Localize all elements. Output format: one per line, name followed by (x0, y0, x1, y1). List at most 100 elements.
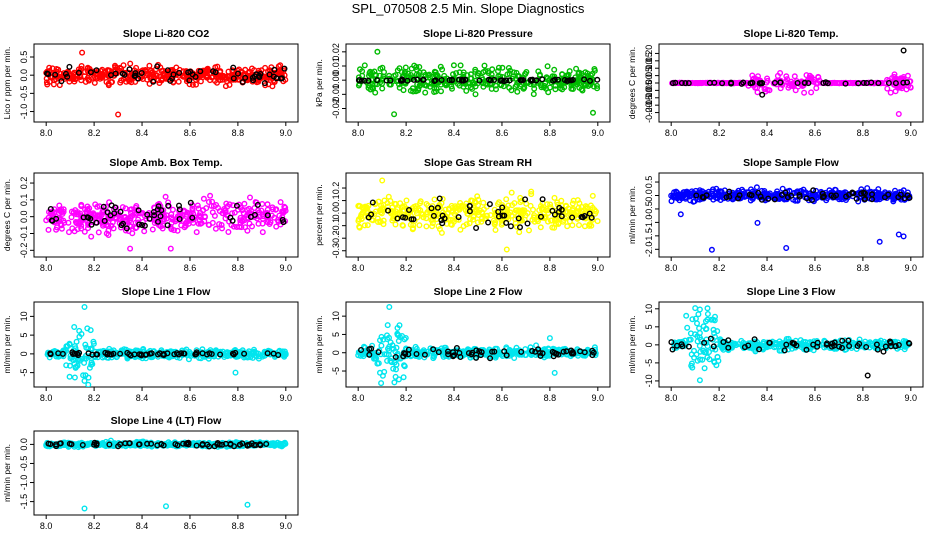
data-point (740, 79, 747, 86)
data-point (569, 200, 576, 207)
data-point (552, 86, 559, 93)
data-point (280, 441, 287, 448)
data-point (438, 76, 445, 83)
data-point (154, 218, 161, 225)
data-point (379, 177, 386, 184)
y-tick-label: 0 (644, 342, 654, 347)
data-point (508, 189, 515, 196)
data-point (50, 81, 57, 88)
data-point (88, 221, 95, 228)
data-point (392, 72, 399, 79)
data-point (517, 199, 524, 206)
data-point (356, 224, 363, 231)
data-point (518, 348, 525, 355)
data-point (801, 89, 808, 96)
data-point (374, 48, 381, 55)
data-point (92, 201, 99, 208)
data-point (244, 227, 251, 234)
series-reference (355, 76, 601, 85)
data-points (669, 47, 914, 117)
data-point (247, 213, 254, 220)
data-point (245, 214, 252, 221)
data-point (810, 187, 817, 194)
data-point (165, 202, 172, 209)
data-point (794, 79, 801, 86)
data-point (94, 212, 101, 219)
data-point (196, 212, 203, 219)
data-point (493, 86, 500, 93)
data-point (72, 218, 79, 225)
data-point (450, 71, 457, 78)
data-point (535, 218, 542, 225)
data-point (65, 229, 72, 236)
x-tick-label: 8.8 (232, 263, 245, 273)
data-point (890, 195, 897, 202)
data-point (751, 338, 758, 345)
data-point (264, 206, 271, 213)
data-point (404, 77, 411, 84)
data-point (281, 65, 288, 72)
data-point (685, 343, 692, 350)
data-point (79, 442, 86, 449)
x-tick-label: 8.0 (665, 128, 678, 138)
data-point (456, 69, 463, 76)
data-point (384, 322, 391, 329)
data-point (189, 205, 196, 212)
y-tick-label: -0.10 (644, 88, 654, 109)
data-point (445, 351, 452, 358)
data-point (122, 214, 129, 221)
data-point (269, 83, 276, 90)
data-point (459, 76, 466, 83)
data-point (422, 89, 429, 96)
y-tick-label: 0.0 (644, 189, 654, 202)
data-point (112, 204, 119, 211)
data-point (157, 213, 164, 220)
data-point (392, 221, 399, 228)
data-point (467, 71, 474, 78)
x-tick-label: 8.0 (40, 393, 53, 403)
data-point (436, 225, 443, 232)
data-point (560, 348, 567, 355)
data-point (211, 212, 218, 219)
data-point (507, 223, 514, 230)
data-point (104, 209, 111, 216)
data-point (375, 360, 382, 367)
data-point (489, 66, 496, 73)
data-point (430, 212, 437, 219)
data-point (438, 88, 445, 95)
data-point (129, 230, 136, 237)
x-tick-label: 8.2 (88, 393, 101, 403)
data-point (904, 79, 911, 86)
data-point (73, 338, 80, 345)
data-point (63, 362, 70, 369)
data-point (551, 369, 558, 376)
data-point (594, 218, 601, 225)
data-point (195, 220, 202, 227)
data-point (706, 356, 713, 363)
data-point (706, 79, 713, 86)
chart-slope-li-820-temp: Slope Li-820 Temp.8.0 8.2 8.4 8.6 8.8 9.0-0.2… (627, 28, 924, 138)
data-point (895, 231, 902, 238)
y-tick-label: -0.05 (644, 80, 654, 101)
data-point (529, 348, 536, 355)
data-point (206, 221, 213, 228)
data-point (146, 62, 153, 69)
data-point (453, 345, 460, 352)
data-point (61, 219, 68, 226)
y-axis-label: kPa per min. (314, 59, 324, 107)
data-point (271, 214, 278, 221)
x-tick-label: 9.0 (280, 128, 293, 138)
data-point (192, 351, 199, 358)
y-tick-label: 0.00 (644, 74, 654, 92)
data-point (839, 344, 846, 351)
data-point (762, 86, 769, 93)
series-slope (669, 69, 914, 117)
data-point (435, 349, 442, 356)
data-point (704, 305, 711, 312)
y-tick-label: 10 (19, 311, 29, 321)
data-point (62, 70, 69, 77)
data-point (392, 354, 399, 361)
data-point (443, 82, 450, 89)
series-slope (43, 437, 289, 512)
